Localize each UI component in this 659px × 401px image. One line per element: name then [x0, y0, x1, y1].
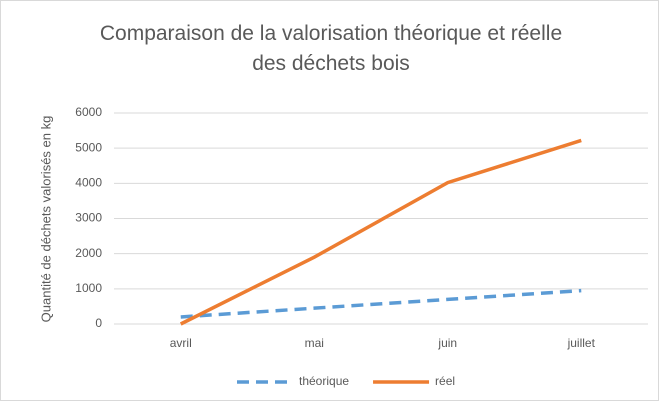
y-tick-label: 1000: [75, 281, 102, 295]
legend-label: réel: [435, 374, 455, 388]
y-axis-label: Quantité de déchets valorisés en kg: [38, 116, 53, 323]
chart-title: Comparaison de la valorisation théorique…: [99, 22, 563, 75]
y-tick-label: 0: [95, 316, 102, 330]
y-tick-label: 6000: [75, 105, 102, 119]
y-tick-label: 3000: [75, 211, 102, 225]
x-tick-label: mai: [305, 336, 324, 350]
x-tick-label: juin: [437, 336, 457, 350]
y-tick-label: 4000: [75, 176, 102, 190]
y-tick-label: 5000: [75, 140, 102, 154]
series-line: [179, 138, 582, 326]
series-line: [180, 288, 582, 319]
legend-label: théorique: [299, 374, 349, 388]
x-tick-label: juillet: [567, 336, 596, 350]
x-tick-label: avril: [170, 336, 192, 350]
y-tick-label: 2000: [75, 246, 102, 260]
